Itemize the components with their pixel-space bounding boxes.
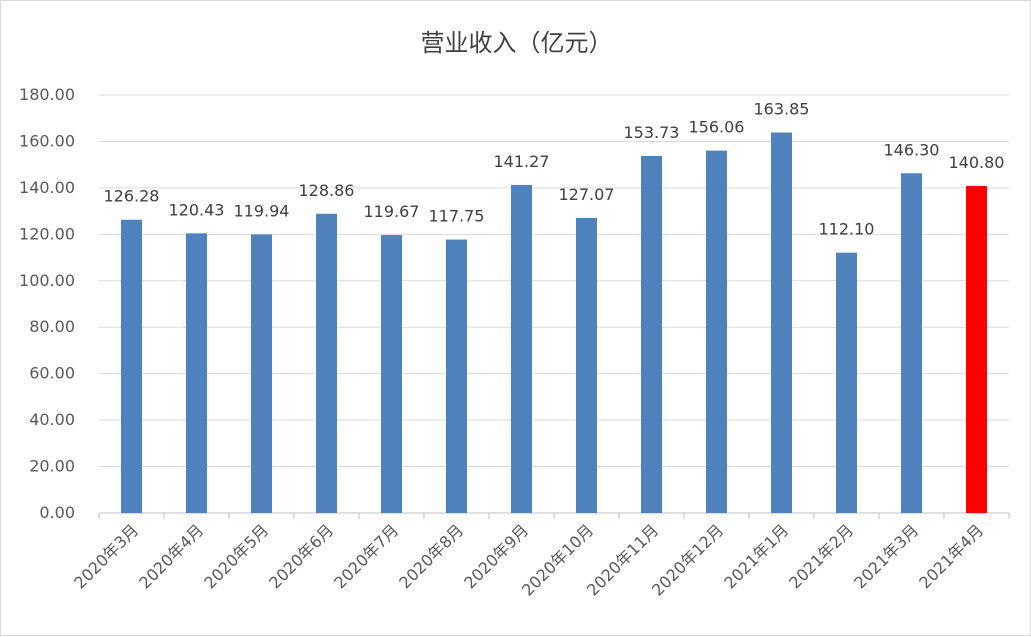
bar — [771, 132, 792, 513]
x-tick-label: 2021年4月 — [915, 520, 987, 592]
data-label: 141.27 — [494, 152, 550, 171]
bar — [446, 239, 467, 513]
y-tick-label: 60.00 — [29, 364, 75, 383]
bar — [901, 173, 922, 513]
x-tick-label: 2020年8月 — [395, 520, 467, 592]
data-label: 119.94 — [234, 201, 290, 220]
bar — [511, 184, 532, 513]
bar — [381, 235, 402, 513]
data-label: 112.10 — [819, 220, 875, 239]
x-tick-label: 2020年5月 — [200, 520, 272, 592]
x-tick-label: 2021年2月 — [785, 520, 857, 592]
data-label: 140.80 — [949, 153, 1005, 172]
bar — [186, 233, 207, 513]
x-tick-label: 2020年3月 — [70, 520, 142, 592]
bar — [316, 213, 337, 514]
data-label: 127.07 — [559, 185, 615, 204]
bar — [251, 234, 272, 514]
bar — [576, 217, 597, 513]
x-tick-label: 2021年3月 — [850, 520, 922, 592]
x-tick-label: 2020年6月 — [265, 520, 337, 592]
data-label: 163.85 — [754, 100, 810, 119]
bar — [966, 186, 987, 513]
y-tick-label: 40.00 — [29, 410, 75, 429]
data-label: 156.06 — [689, 118, 745, 137]
x-tick-label: 2020年4月 — [135, 520, 207, 592]
data-label: 153.73 — [624, 123, 680, 142]
y-tick-label: 80.00 — [29, 317, 75, 336]
bar — [706, 150, 727, 513]
bar — [836, 252, 857, 513]
bar — [121, 219, 142, 514]
y-tick-label: 120.00 — [19, 224, 75, 243]
chart-title: 营业收入（亿元） — [420, 29, 613, 57]
x-tick-label: 2021年1月 — [720, 520, 792, 592]
data-label: 120.43 — [169, 200, 225, 219]
data-label: 119.67 — [364, 202, 420, 221]
x-tick-label: 2020年7月 — [330, 520, 402, 592]
y-tick-label: 140.00 — [19, 178, 75, 197]
y-tick-label: 20.00 — [29, 457, 75, 476]
data-label: 126.28 — [104, 187, 160, 206]
y-tick-label: 180.00 — [19, 85, 75, 104]
data-label: 117.75 — [429, 207, 485, 226]
y-tick-label: 0.00 — [39, 503, 75, 522]
data-label: 146.30 — [884, 140, 940, 159]
data-label: 128.86 — [299, 181, 355, 200]
y-tick-label: 100.00 — [19, 271, 75, 290]
bar — [641, 156, 662, 514]
y-tick-label: 160.00 — [19, 131, 75, 150]
